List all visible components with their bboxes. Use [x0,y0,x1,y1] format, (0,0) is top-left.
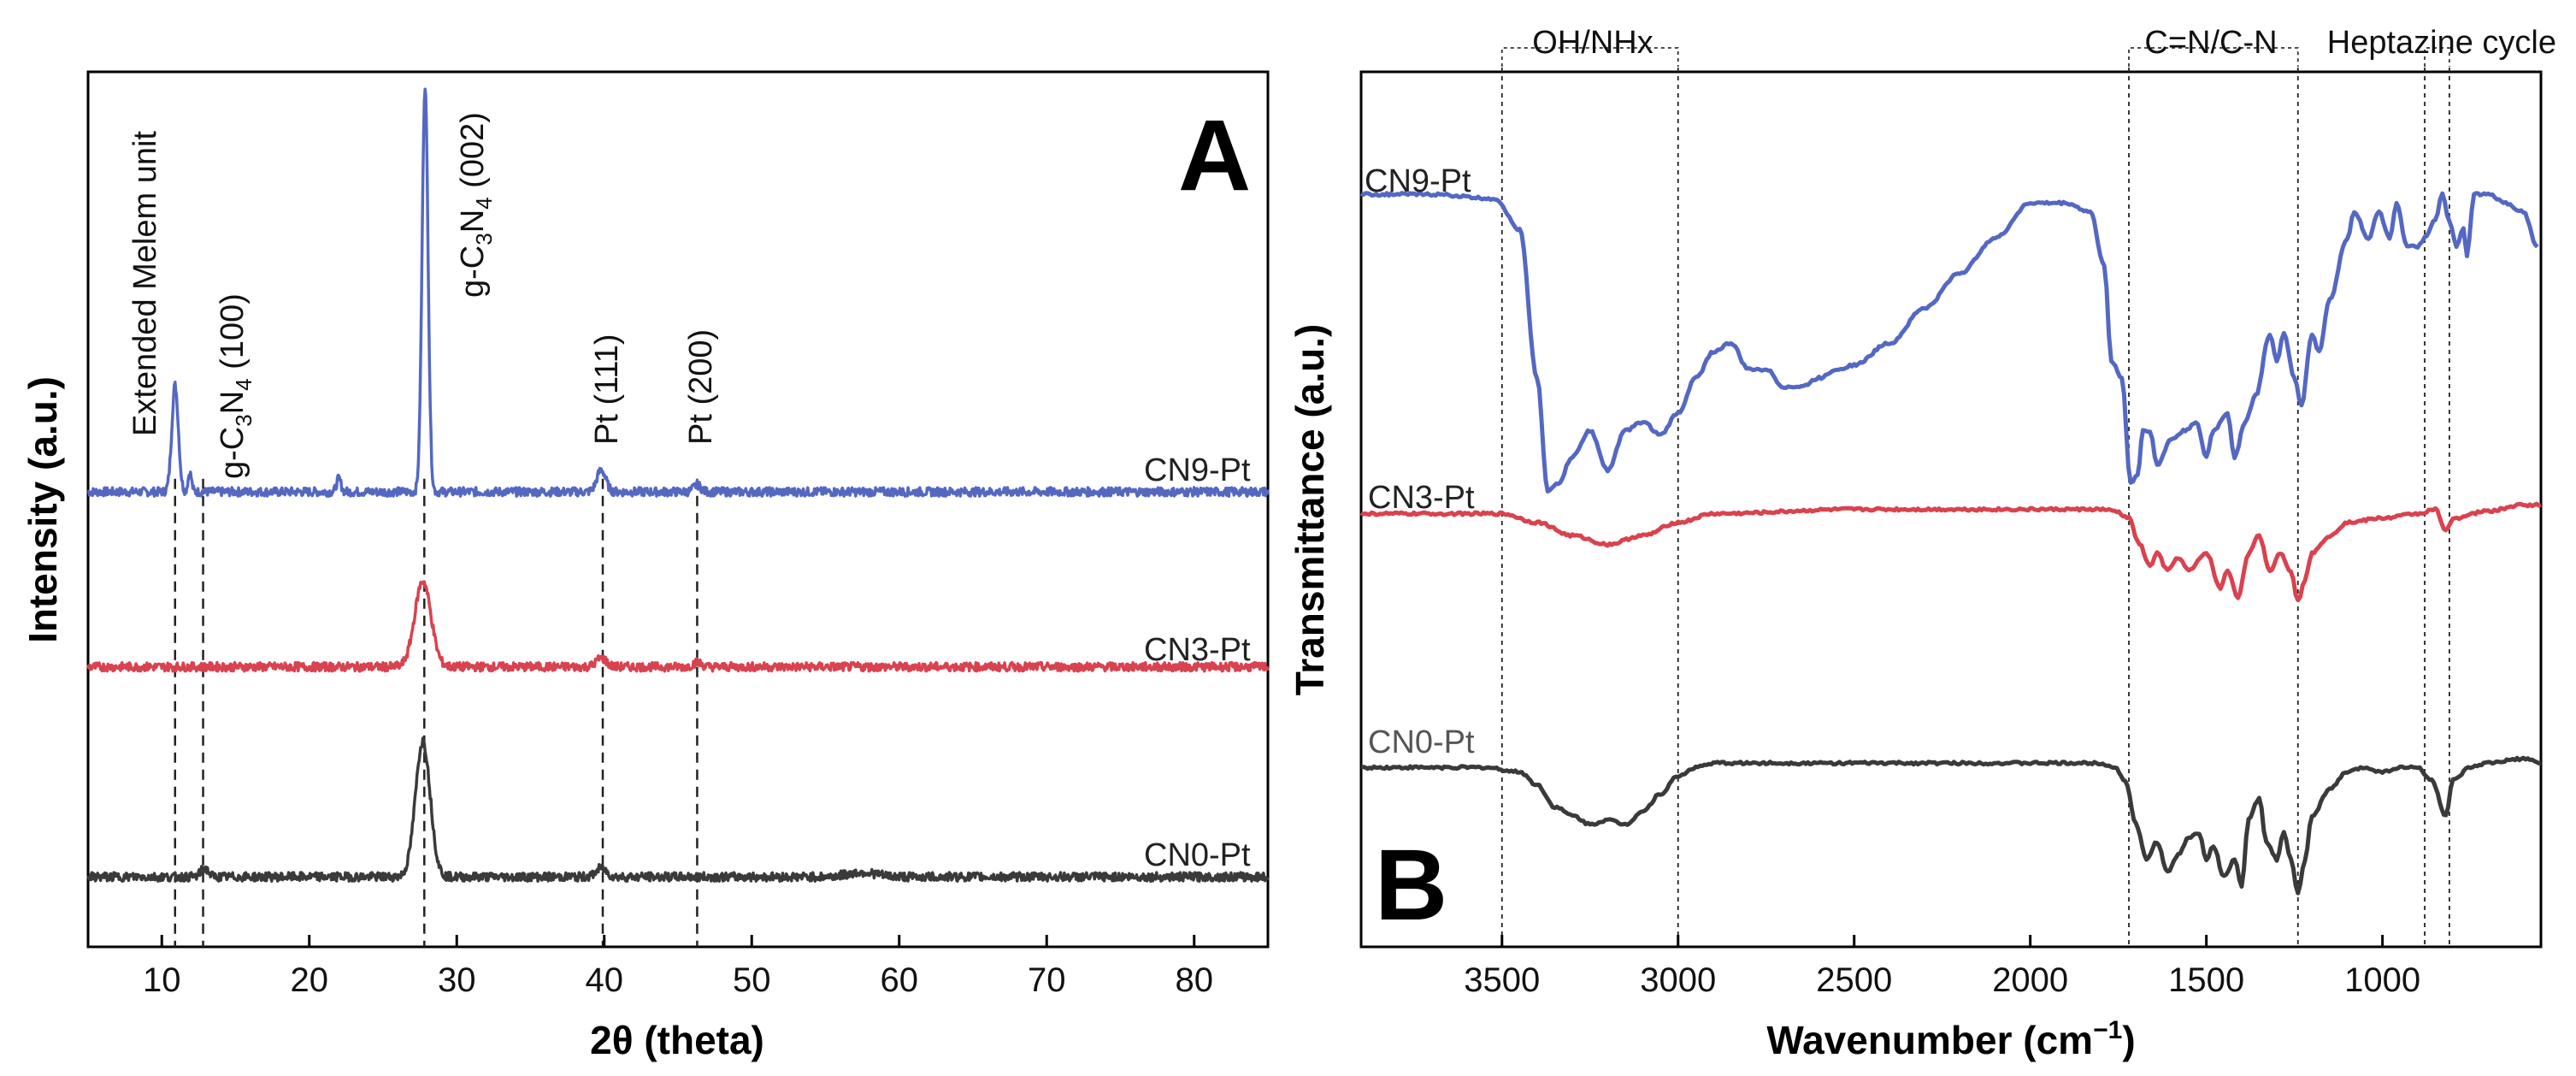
panel-b-series [1359,191,2542,896]
panel-b-frame [1359,70,2543,949]
band-bracket [1500,47,1679,67]
panel-a-frame [86,70,1270,949]
x-tick-label: 1000 [2344,961,2420,999]
formula-sub2: 4 [471,197,497,209]
x-tick-label: 60 [881,961,919,999]
formula-sub1: 3 [471,233,497,245]
label-cn3-pt-a: CN3-Pt [1144,632,1251,668]
panel-b-x-label-sup: −1 [2093,1016,2122,1044]
formula-prefix: g-C [455,245,491,298]
formula-sub1: 3 [231,414,256,426]
series-line-cn3-pt [86,580,1270,673]
x-tick-label: 50 [733,961,771,999]
label-cn9-pt-a: CN9-Pt [1144,452,1251,488]
panel-a-series [86,87,1270,884]
x-tick-label: 1500 [2168,961,2244,999]
x-tick-label: 3500 [1464,961,1540,999]
panel-b-x-ticks: 3500 3000 2500 2000 1500 1000 [1464,935,2420,999]
x-tick-label: 80 [1176,961,1214,999]
band-oh-nhx-label: OH/NHx [1532,25,1653,61]
label-cn3-pt-b: CN3-Pt [1368,480,1475,516]
peak-100-suffix: (100) [215,293,251,378]
x-tick-label: 10 [143,961,181,999]
panel-b-x-label-close: ) [2122,1018,2135,1062]
series-line-cn0-pt [1360,755,2542,896]
formula-prefix: g-C [215,427,251,479]
panel-a-xrd: 10 20 30 40 50 60 70 80 A Extended Melem unit g… [21,70,1270,1062]
formula-mid: N [215,391,251,414]
label-cn9-pt-b: CN9-Pt [1365,163,1471,199]
panel-a-reference-lines [174,478,699,947]
series-line-cn0-pt [86,736,1270,884]
band-heptazine-label: Heptazine cycle [2327,25,2556,61]
x-tick-label: 70 [1028,961,1066,999]
panel-b-reference-lines [1500,68,2450,947]
x-tick-label: 2500 [1816,961,1892,999]
annotation-g-c3n4-100: g-C3N4 (100) [215,293,256,479]
panel-b-ftir: 3500 3000 2500 2000 1500 1000 OH/NHx C=N/C-N … [1288,25,2556,1062]
panel-a-letter: A [1178,99,1251,212]
band-bracket [2128,47,2299,67]
annotation-g-c3n4-002: g-C3N4 (002) [455,112,497,298]
label-cn0-pt-a: CN0-Pt [1144,837,1251,873]
formula-sub2: 4 [231,378,256,390]
panel-b-letter: B [1375,829,1447,942]
series-line-cn9-pt [1359,191,2539,494]
x-tick-label: 3000 [1640,961,1716,999]
x-tick-label: 20 [291,961,329,999]
annotation-extended-melem: Extended Melem unit [127,131,163,436]
panel-b-x-label-main: Wavenumber (cm [1766,1018,2093,1062]
panel-b-y-axis-title: Transmittance (a.u.) [1288,324,1332,696]
x-tick-label: 2000 [1992,961,2068,999]
band-cn-label: C=N/C-N [2144,25,2277,61]
series-line-cn3-pt [1359,501,2542,603]
panel-a-y-axis-title: Intensity (a.u.) [21,376,65,643]
panel-a-x-axis-title: 2θ (theta) [590,1018,764,1062]
panel-b-band-brackets [1500,47,2450,67]
band-bracket [2424,47,2450,67]
series-line-cn9-pt [86,87,1270,498]
peak-002-suffix: (002) [455,112,491,197]
x-tick-label: 40 [586,961,624,999]
panel-a-x-ticks: 10 20 30 40 50 60 70 80 [143,935,1213,999]
annotation-pt-111: Pt (111) [589,334,625,445]
formula-mid: N [455,210,491,233]
x-tick-label: 30 [438,961,476,999]
label-cn0-pt-b: CN0-Pt [1368,724,1475,760]
annotation-pt-200: Pt (200) [683,329,719,445]
panel-b-x-axis-title: Wavenumber (cm−1) [1766,1016,2135,1062]
